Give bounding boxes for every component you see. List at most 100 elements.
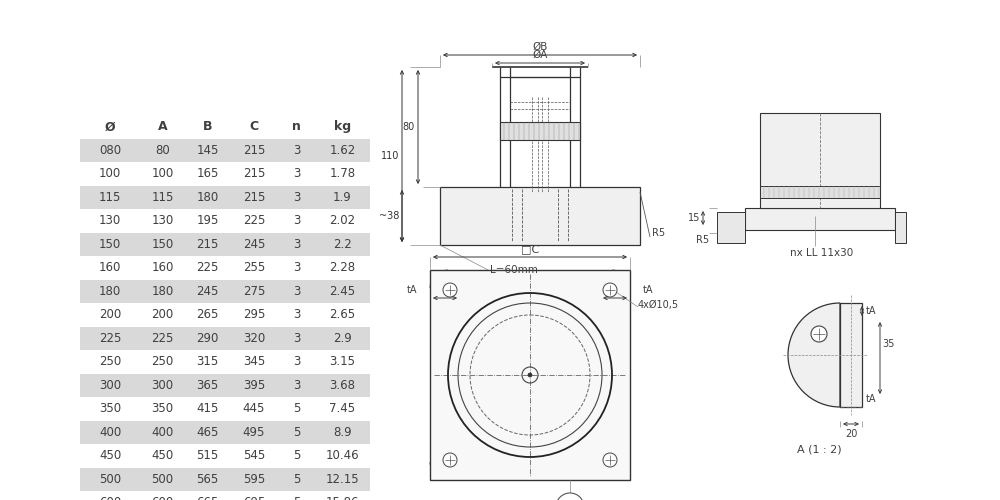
Text: 3: 3	[293, 214, 300, 227]
Text: nx LL 11x30: nx LL 11x30	[790, 248, 853, 258]
Text: 695: 695	[243, 496, 265, 500]
Text: 3: 3	[293, 332, 300, 345]
FancyBboxPatch shape	[747, 210, 783, 230]
Text: 195: 195	[196, 214, 219, 227]
Text: 665: 665	[196, 496, 219, 500]
Circle shape	[811, 326, 827, 342]
Text: 545: 545	[243, 449, 265, 462]
Text: 445: 445	[243, 402, 265, 415]
Circle shape	[443, 283, 457, 297]
Bar	[80, 444, 370, 468]
Text: 3.68: 3.68	[330, 379, 356, 392]
Text: 3: 3	[293, 285, 300, 298]
Text: 160: 160	[99, 261, 121, 274]
Text: 100: 100	[151, 167, 174, 180]
Bar	[80, 350, 370, 374]
Bar	[80, 326, 370, 350]
Text: 300: 300	[99, 379, 121, 392]
Text: 1.9: 1.9	[333, 190, 352, 204]
Text: 10.46: 10.46	[326, 449, 359, 462]
Bar	[745, 208, 895, 230]
Bar	[760, 113, 880, 208]
Text: 4xØ10,5: 4xØ10,5	[638, 300, 679, 310]
Bar	[80, 280, 370, 303]
Text: 295: 295	[243, 308, 265, 322]
Text: 400: 400	[151, 426, 174, 439]
Text: 450: 450	[99, 449, 121, 462]
Text: 7.45: 7.45	[329, 402, 356, 415]
Text: 2.28: 2.28	[329, 261, 356, 274]
Text: □C: □C	[521, 244, 539, 254]
Text: 180: 180	[151, 285, 174, 298]
Text: 3: 3	[293, 144, 300, 157]
Text: tA: tA	[866, 306, 876, 316]
Text: R5: R5	[696, 235, 710, 245]
Text: 500: 500	[99, 473, 121, 486]
Text: 3.15: 3.15	[330, 355, 356, 368]
Text: 365: 365	[196, 379, 219, 392]
Text: 215: 215	[196, 238, 219, 251]
Bar	[440, 187, 640, 245]
Text: 2.45: 2.45	[329, 285, 356, 298]
FancyBboxPatch shape	[842, 210, 878, 230]
Text: 130: 130	[99, 214, 121, 227]
Text: 225: 225	[151, 332, 174, 345]
Bar	[80, 186, 370, 209]
Text: 290: 290	[196, 332, 219, 345]
Text: 180: 180	[196, 190, 219, 204]
Text: 200: 200	[99, 308, 121, 322]
Bar	[80, 491, 370, 500]
Text: 110: 110	[381, 151, 399, 161]
Text: 150: 150	[151, 238, 174, 251]
Text: 5: 5	[293, 496, 300, 500]
Text: 2.02: 2.02	[329, 214, 356, 227]
Text: 245: 245	[243, 238, 265, 251]
Text: 450: 450	[151, 449, 174, 462]
Text: 225: 225	[243, 214, 265, 227]
Text: 225: 225	[99, 332, 121, 345]
Text: 80: 80	[155, 144, 170, 157]
Text: 400: 400	[99, 426, 121, 439]
Text: 3: 3	[293, 261, 300, 274]
Text: n: n	[292, 120, 301, 133]
Text: 250: 250	[151, 355, 174, 368]
Text: 150: 150	[99, 238, 121, 251]
Text: 12.15: 12.15	[326, 473, 359, 486]
Bar	[80, 468, 370, 491]
Text: 3: 3	[293, 167, 300, 180]
Text: 2.9: 2.9	[333, 332, 352, 345]
Circle shape	[556, 493, 584, 500]
Text: 2.65: 2.65	[329, 308, 356, 322]
Text: tA: tA	[866, 394, 876, 404]
Text: Ø: Ø	[105, 120, 115, 133]
Text: 3: 3	[293, 238, 300, 251]
Text: 600: 600	[99, 496, 121, 500]
Text: 215: 215	[243, 190, 265, 204]
Bar	[80, 232, 370, 256]
Text: tA: tA	[643, 285, 653, 295]
Text: 8.9: 8.9	[333, 426, 352, 439]
FancyBboxPatch shape	[797, 210, 833, 230]
Text: ØB: ØB	[532, 42, 548, 52]
Text: 465: 465	[196, 426, 219, 439]
Text: tA: tA	[407, 285, 417, 295]
Text: 3: 3	[293, 355, 300, 368]
Text: 80: 80	[403, 122, 415, 132]
Text: 100: 100	[99, 167, 121, 180]
Bar	[717, 212, 745, 243]
Text: C: C	[249, 120, 259, 133]
Text: 320: 320	[243, 332, 265, 345]
Text: 595: 595	[243, 473, 265, 486]
Text: 315: 315	[196, 355, 219, 368]
Text: kg: kg	[334, 120, 351, 133]
Text: 495: 495	[243, 426, 265, 439]
Text: A (1 : 2): A (1 : 2)	[797, 445, 841, 455]
Text: 5: 5	[293, 473, 300, 486]
Text: 130: 130	[151, 214, 174, 227]
Text: 515: 515	[196, 449, 219, 462]
Text: L=60mm: L=60mm	[490, 265, 538, 275]
Circle shape	[443, 453, 457, 467]
Text: 35: 35	[882, 339, 894, 349]
Text: 1.78: 1.78	[329, 167, 356, 180]
Text: 350: 350	[151, 402, 174, 415]
